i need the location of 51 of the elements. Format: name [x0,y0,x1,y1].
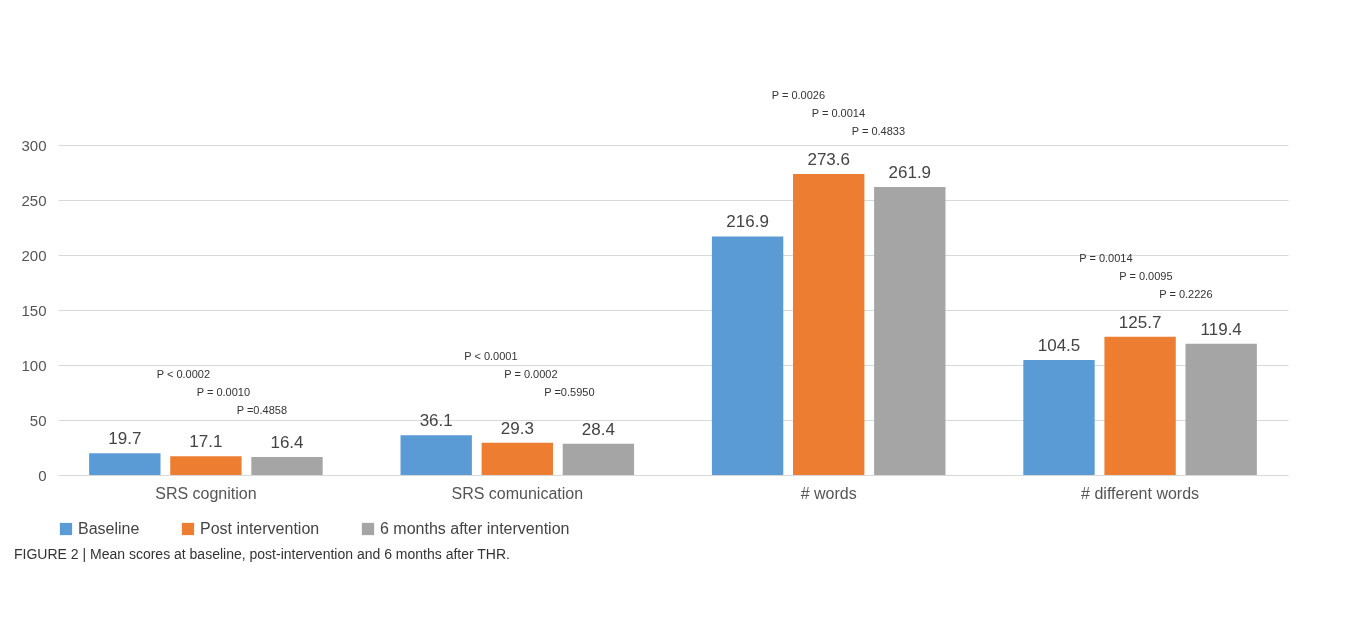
data-label: 125.7 [1118,312,1162,332]
bar [251,456,323,475]
data-label: 261.9 [888,162,932,182]
x-tick-label: # words [800,484,857,502]
annotation: P =0.5950 [544,386,595,399]
data-label: 36.1 [419,411,453,431]
y-tick-label: 250 [21,191,47,209]
annotation: P < 0.0002 [156,368,211,381]
data-label: 17.1 [189,432,223,452]
data-label: 29.3 [500,418,534,438]
bar [400,435,472,475]
text: P = 0.0014 [811,107,866,120]
x-tick-label: # different words [1081,484,1200,502]
annotation: P < 0.0001 [464,350,518,363]
data-label: 216.9 [726,212,769,232]
legend-label: Post intervention [200,520,320,537]
data-label: 28.4 [581,419,615,439]
bar [481,442,553,475]
data-label: 16.4 [270,432,304,452]
text: P = 0.4833 [851,125,906,138]
data-label: 104.5 [1037,336,1081,356]
bar [1023,360,1095,475]
bar [793,174,865,475]
data-label: 19.7 [108,429,142,449]
y-tick-label: 150 [21,301,47,319]
bar [170,456,242,475]
legend-label: Baseline [78,520,140,537]
annotation: P = 0.2226 [1159,287,1213,300]
x-tick-label: SRS comunication [451,484,584,502]
annotation: P = 0.0014 [1079,251,1133,264]
y-tick-label: 300 [21,136,47,154]
y-tick-label: 200 [21,246,47,264]
bar [1185,343,1257,475]
annotation: P = 0.0002 [504,368,558,381]
y-tick-label: 100 [21,356,47,374]
legend-label: 6 months after intervention [380,520,570,537]
data-label: 273.6 [807,150,850,170]
x-tick-label: SRS cognition [155,484,257,502]
data-label: 119.4 [1200,319,1242,339]
bar [711,236,784,475]
bar [1104,336,1176,475]
text: P = 0.0026 [771,89,826,102]
bar [874,186,946,475]
y-tick-label: 50 [29,411,47,429]
bar [89,453,161,475]
annotation: P = 0.0095 [1119,269,1173,282]
annotation: P =0.4858 [236,404,288,417]
annotation: P = 0.0010 [196,386,251,399]
bar [562,443,635,475]
y-tick-label: 0 [38,466,47,484]
caption: FIGURE 2 | Mean scores at baseline, post-intervention and 6 months after THR. [14,546,511,562]
